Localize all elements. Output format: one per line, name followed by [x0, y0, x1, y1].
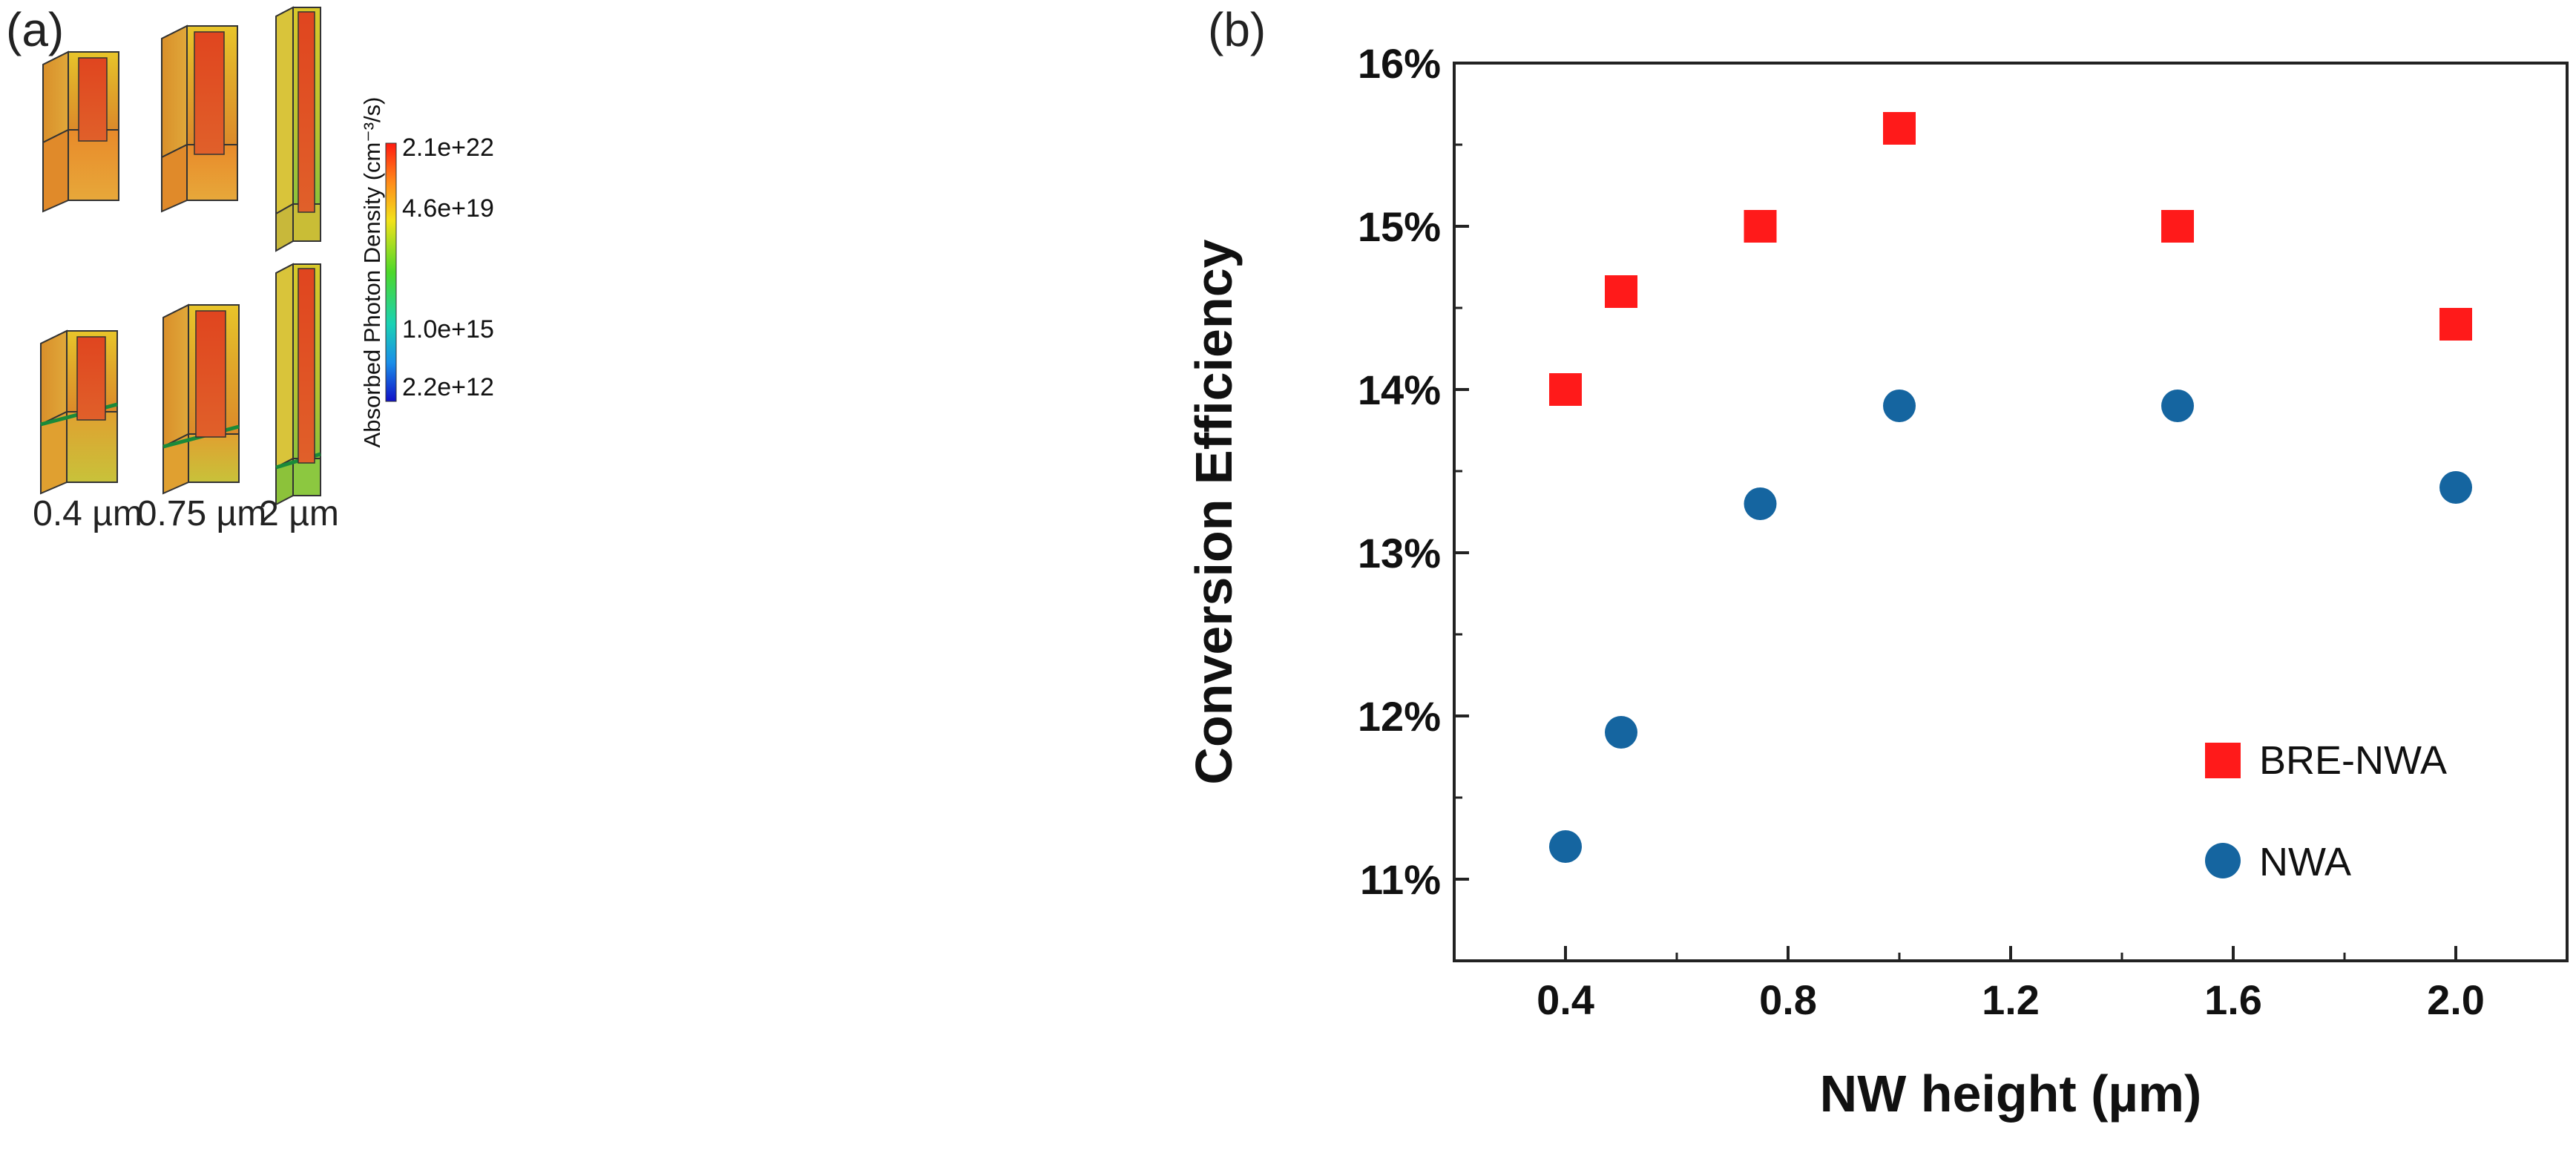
y-axis-title: Conversion Efficiency	[1185, 239, 1243, 784]
x-tick-label: 2.0	[2427, 976, 2485, 1023]
efficiency-scatter-chart: 11% 12% 13% 14% 15% 16% 0.4 0.8 1.2 1.6 2.0 Conve…	[1185, 40, 2569, 1123]
point-bre-nwa	[1605, 275, 1637, 308]
colorbar-tick-2: 4.6e+19	[402, 194, 494, 223]
y-tick-label: 13%	[1358, 530, 1441, 576]
nanowire-sim-0.75um-nwa	[161, 24, 238, 213]
x-tick-label: 1.2	[1982, 976, 2040, 1023]
caption-0.75um: 0.75 µm	[137, 494, 266, 533]
colorbar	[385, 142, 397, 402]
point-nwa	[2161, 390, 2194, 422]
nanowire-sim-0.75um-bre-nwa	[162, 303, 240, 495]
y-tick-label: 15%	[1358, 203, 1441, 250]
point-nwa	[1883, 390, 1916, 422]
point-nwa	[1744, 487, 1777, 520]
legend-label-nwa: NWA	[2259, 840, 2351, 884]
panel-b-label: (b)	[1208, 3, 1266, 56]
data-markers	[1549, 112, 2472, 863]
y-tick-label: 12%	[1358, 693, 1441, 740]
point-bre-nwa	[1883, 112, 1916, 145]
y-tick-label: 16%	[1358, 40, 1441, 87]
nanowire-sim-0.4um-bre-nwa	[40, 329, 118, 495]
point-bre-nwa	[2439, 308, 2472, 341]
y-tick-label: 14%	[1358, 367, 1441, 413]
x-axis: 0.4 0.8 1.2 1.6 2.0	[1453, 946, 2569, 1023]
panel-a-label: (a)	[6, 3, 64, 56]
x-axis-title: NW height (µm)	[1820, 1065, 2202, 1123]
point-bre-nwa	[1744, 210, 1777, 243]
point-bre-nwa	[2161, 210, 2194, 243]
point-nwa	[1549, 830, 1582, 863]
legend: BRE-NWA NWA	[2205, 738, 2447, 884]
y-tick-label: 11%	[1360, 856, 1441, 903]
caption-0.4um: 0.4 µm	[33, 494, 142, 533]
x-tick-label: 0.8	[1759, 976, 1817, 1023]
point-bre-nwa	[1549, 373, 1582, 406]
point-nwa	[2439, 471, 2472, 504]
plot-frame	[1453, 62, 2569, 962]
colorbar-tick-max: 2.1e+22	[402, 134, 494, 162]
y-axis: 11% 12% 13% 14% 15% 16%	[1358, 40, 1469, 962]
colorbar-title: Absorbed Photon Density (cm⁻³/s)	[359, 97, 385, 448]
point-nwa	[1605, 716, 1637, 749]
nanowire-sim-0.4um-nwa	[42, 50, 119, 213]
legend-marker-bre-nwa	[2205, 743, 2241, 778]
colorbar-tick-3: 1.0e+15	[402, 315, 494, 344]
caption-2um: 2 µm	[259, 494, 339, 533]
nanowire-sim-2um-bre-nwa	[275, 263, 321, 506]
nanowire-sim-2um-nwa	[275, 6, 321, 252]
legend-marker-nwa	[2205, 843, 2241, 878]
x-tick-label: 0.4	[1537, 976, 1594, 1023]
colorbar-tick-min: 2.2e+12	[402, 373, 494, 401]
legend-label-bre-nwa: BRE-NWA	[2259, 738, 2447, 783]
x-tick-label: 1.6	[2204, 976, 2262, 1023]
